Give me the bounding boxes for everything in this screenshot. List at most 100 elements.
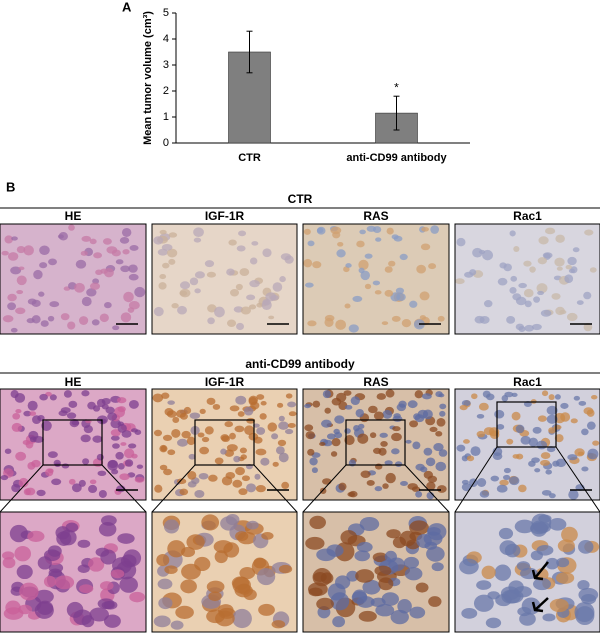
cell bbox=[343, 390, 352, 396]
cell bbox=[68, 478, 76, 485]
cell bbox=[107, 460, 119, 471]
cell bbox=[391, 448, 400, 455]
cell bbox=[336, 249, 346, 258]
inset-box bbox=[496, 401, 557, 448]
cell bbox=[375, 237, 382, 242]
cell bbox=[578, 400, 587, 406]
cell bbox=[322, 478, 332, 485]
cell bbox=[589, 267, 597, 273]
cell bbox=[232, 479, 243, 488]
cell bbox=[103, 600, 118, 610]
cell bbox=[514, 519, 535, 534]
cell bbox=[161, 392, 170, 399]
cell bbox=[423, 531, 443, 546]
cell bbox=[354, 550, 371, 562]
cell bbox=[335, 575, 351, 590]
cell bbox=[312, 568, 332, 587]
cell bbox=[78, 479, 86, 487]
cell bbox=[134, 286, 146, 298]
cell bbox=[559, 309, 567, 315]
cell bbox=[12, 412, 21, 420]
cell bbox=[15, 307, 26, 315]
y-tick-label: 0 bbox=[163, 137, 169, 149]
cell bbox=[235, 283, 243, 291]
cell bbox=[162, 434, 173, 442]
cell bbox=[433, 443, 444, 452]
cell bbox=[47, 451, 58, 458]
cell bbox=[172, 416, 180, 424]
cell bbox=[583, 291, 592, 300]
cell bbox=[524, 324, 534, 332]
cell bbox=[128, 273, 139, 281]
cell bbox=[57, 234, 64, 239]
micrograph bbox=[151, 223, 298, 335]
cell bbox=[303, 258, 313, 268]
cell bbox=[106, 246, 118, 254]
cell bbox=[360, 470, 371, 478]
cell bbox=[16, 289, 24, 295]
cell bbox=[372, 552, 388, 563]
cell bbox=[238, 230, 247, 237]
cell bbox=[121, 227, 132, 237]
cell bbox=[435, 431, 443, 437]
cell bbox=[37, 556, 52, 570]
cell bbox=[494, 409, 505, 419]
cell bbox=[529, 266, 536, 273]
arrow-head bbox=[531, 569, 544, 581]
micrograph bbox=[454, 223, 600, 335]
cell bbox=[272, 461, 279, 467]
cell bbox=[112, 443, 120, 449]
cell bbox=[232, 608, 252, 629]
micrograph bbox=[0, 223, 147, 335]
cell bbox=[153, 236, 164, 245]
cell bbox=[167, 248, 178, 258]
micrograph-border bbox=[151, 223, 298, 335]
zoom-line bbox=[151, 464, 196, 513]
cell bbox=[551, 293, 561, 300]
micrograph-background bbox=[152, 224, 297, 334]
cell bbox=[234, 425, 245, 433]
cell bbox=[34, 601, 54, 619]
cell bbox=[18, 477, 29, 488]
cell bbox=[281, 481, 290, 490]
cell bbox=[479, 315, 490, 324]
cell bbox=[319, 441, 326, 447]
cell bbox=[153, 615, 171, 628]
cell bbox=[80, 250, 88, 256]
cell bbox=[423, 470, 433, 479]
cell bbox=[531, 457, 540, 463]
cell bbox=[469, 269, 477, 276]
cell bbox=[179, 488, 189, 496]
cell bbox=[356, 541, 373, 553]
cell bbox=[122, 249, 130, 255]
cell bbox=[158, 282, 167, 290]
cell bbox=[239, 566, 256, 580]
cell bbox=[513, 245, 520, 253]
cell bbox=[324, 314, 335, 322]
cell bbox=[360, 270, 370, 281]
cell bbox=[29, 411, 37, 416]
cell bbox=[515, 323, 525, 331]
cell bbox=[164, 407, 174, 416]
cell bbox=[187, 471, 197, 480]
cell bbox=[581, 428, 589, 436]
zoom-line bbox=[454, 446, 498, 513]
cell bbox=[549, 598, 569, 613]
micrograph-border bbox=[454, 511, 600, 633]
cell bbox=[466, 455, 475, 462]
cell bbox=[545, 469, 552, 475]
cell bbox=[499, 262, 507, 269]
cell bbox=[63, 390, 72, 398]
cell bbox=[338, 482, 347, 491]
cell bbox=[87, 401, 96, 410]
micrograph bbox=[151, 388, 298, 501]
cell bbox=[337, 241, 344, 247]
cell bbox=[548, 394, 555, 401]
cell bbox=[159, 444, 168, 453]
cell bbox=[91, 319, 100, 326]
cell bbox=[366, 225, 377, 232]
cell bbox=[43, 575, 57, 588]
cell bbox=[89, 479, 97, 485]
cell bbox=[163, 468, 173, 476]
cell bbox=[23, 488, 31, 496]
